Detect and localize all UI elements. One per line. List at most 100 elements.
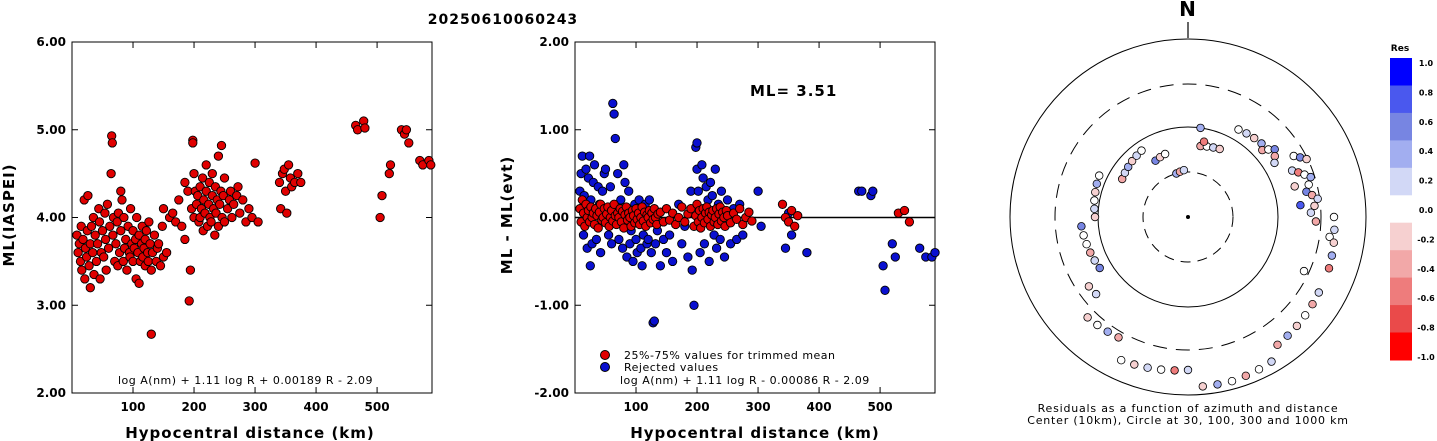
middle-point-rejected — [578, 230, 589, 240]
left-point-accepted — [146, 265, 156, 275]
colorbar-tick-label: -1.0 — [1417, 353, 1435, 362]
polar-point — [1254, 365, 1264, 374]
colorbar-tick-label: -0.8 — [1417, 324, 1435, 333]
middle-x-tick-label: 500 — [868, 400, 893, 414]
left-point-accepted — [206, 217, 216, 227]
middle-point-rejected — [664, 230, 675, 240]
polar-point — [1094, 171, 1104, 180]
middle-point-rejected — [802, 247, 812, 258]
middle-point-rejected — [689, 300, 699, 310]
middle-point-rejected — [704, 256, 714, 267]
middle-x-tick-label: 400 — [807, 400, 832, 414]
middle-point-rejected — [722, 195, 733, 205]
middle-point-rejected — [620, 177, 630, 188]
polar-point — [1090, 204, 1099, 213]
polar-point — [1296, 200, 1305, 210]
colorbar-cell — [1390, 167, 1412, 196]
polar-point — [1327, 251, 1337, 260]
polar-point — [1270, 158, 1279, 168]
middle-point-rejected — [614, 234, 624, 245]
left-point-accepted — [102, 199, 113, 209]
polar-point — [1234, 125, 1243, 134]
colorbar-cell — [1390, 250, 1412, 279]
middle-point-rejected — [661, 247, 672, 258]
polar-point — [1227, 377, 1237, 386]
left-point-accepted — [144, 217, 154, 227]
left-point-accepted — [401, 125, 412, 135]
left-point-accepted — [106, 168, 116, 179]
middle-point-accepted — [793, 211, 803, 221]
left-point-accepted — [216, 140, 227, 151]
polar-residual-points — [1077, 123, 1339, 391]
polar-point — [1114, 333, 1123, 342]
left-point-accepted — [188, 138, 198, 148]
middle-point-accepted — [786, 205, 797, 216]
left-point-accepted — [375, 212, 385, 223]
left-point-accepted — [174, 195, 184, 205]
middle-x-tick-label: 100 — [623, 400, 648, 414]
legend-label-accepted: 25%-75% values for trimmed mean — [624, 349, 836, 362]
ml-scatter-points — [72, 116, 436, 339]
polar-point — [1325, 232, 1334, 242]
middle-point-rejected — [603, 230, 614, 240]
middle-point-rejected — [695, 247, 705, 258]
left-point-accepted — [92, 239, 103, 249]
middle-point-rejected — [617, 243, 628, 253]
polar-point — [1329, 238, 1338, 247]
left-point-accepted — [282, 208, 292, 218]
left-point-accepted — [207, 168, 217, 179]
left-point-accepted — [83, 190, 93, 201]
left-point-accepted — [146, 329, 156, 339]
formula-left: log A(nm) + 1.11 log R + 0.00189 R - 2.0… — [118, 374, 373, 387]
left-point-accepted — [111, 239, 121, 249]
panel-magnitude-vs-distance: 100 200 300 400 500 2.00 3.00 4.00 5.00 6.00 log … — [0, 35, 436, 441]
polar-point — [1213, 380, 1222, 389]
colorbar-cell — [1390, 195, 1412, 224]
left-point-accepted — [122, 265, 132, 275]
middle-point-rejected — [600, 164, 611, 174]
middle-point-accepted — [899, 205, 910, 216]
middle-point-rejected — [677, 239, 687, 249]
legend-marker-accepted — [600, 350, 610, 360]
left-point-accepted — [384, 168, 394, 179]
left-point-accepted — [80, 274, 90, 284]
colorbar-cell — [1390, 85, 1412, 114]
polar-point — [1292, 321, 1302, 331]
colorbar-tick-label: 0.0 — [1419, 206, 1434, 215]
left-x-tick-label: 400 — [304, 400, 329, 414]
polar-point — [1156, 365, 1166, 374]
left-point-accepted — [119, 212, 129, 223]
colorbar-cell — [1390, 222, 1412, 251]
left-point-accepted — [168, 208, 178, 218]
left-point-accepted — [385, 160, 396, 170]
middle-point-rejected — [631, 234, 641, 245]
x-axis-title-middle: Hypocentral distance (km) — [630, 424, 880, 441]
middle-point-rejected — [581, 164, 591, 174]
polar-point — [1093, 320, 1102, 330]
middle-point-accepted — [593, 223, 603, 233]
colorbar-cell — [1390, 140, 1412, 169]
middle-x-tick-label: 200 — [685, 400, 710, 414]
colorbar-tick-label: 0.4 — [1419, 147, 1434, 156]
left-point-accepted — [116, 186, 126, 196]
middle-point-rejected — [707, 190, 717, 201]
left-point-accepted — [112, 217, 122, 227]
polar-point — [1300, 311, 1310, 320]
colorbar-cell — [1390, 305, 1412, 334]
left-point-accepted — [229, 199, 239, 209]
ml-value-label: ML= 3.51 — [750, 82, 837, 100]
colorbar-tick-label: 0.2 — [1419, 177, 1433, 186]
polar-point — [1196, 123, 1205, 133]
middle-point-rejected — [589, 160, 600, 170]
left-point-accepted — [88, 247, 98, 258]
middle-point-accepted — [744, 207, 754, 217]
middle-point-accepted — [747, 216, 757, 226]
middle-point-rejected — [650, 239, 661, 249]
middle-y-tick-label: -2.00 — [534, 386, 569, 400]
colorbar-tick-label: 1.0 — [1419, 59, 1434, 68]
middle-point-rejected — [698, 173, 708, 183]
polar-point — [1091, 289, 1101, 299]
polar-point — [1270, 145, 1279, 154]
polar-point — [1116, 356, 1126, 365]
left-point-accepted — [219, 217, 230, 227]
